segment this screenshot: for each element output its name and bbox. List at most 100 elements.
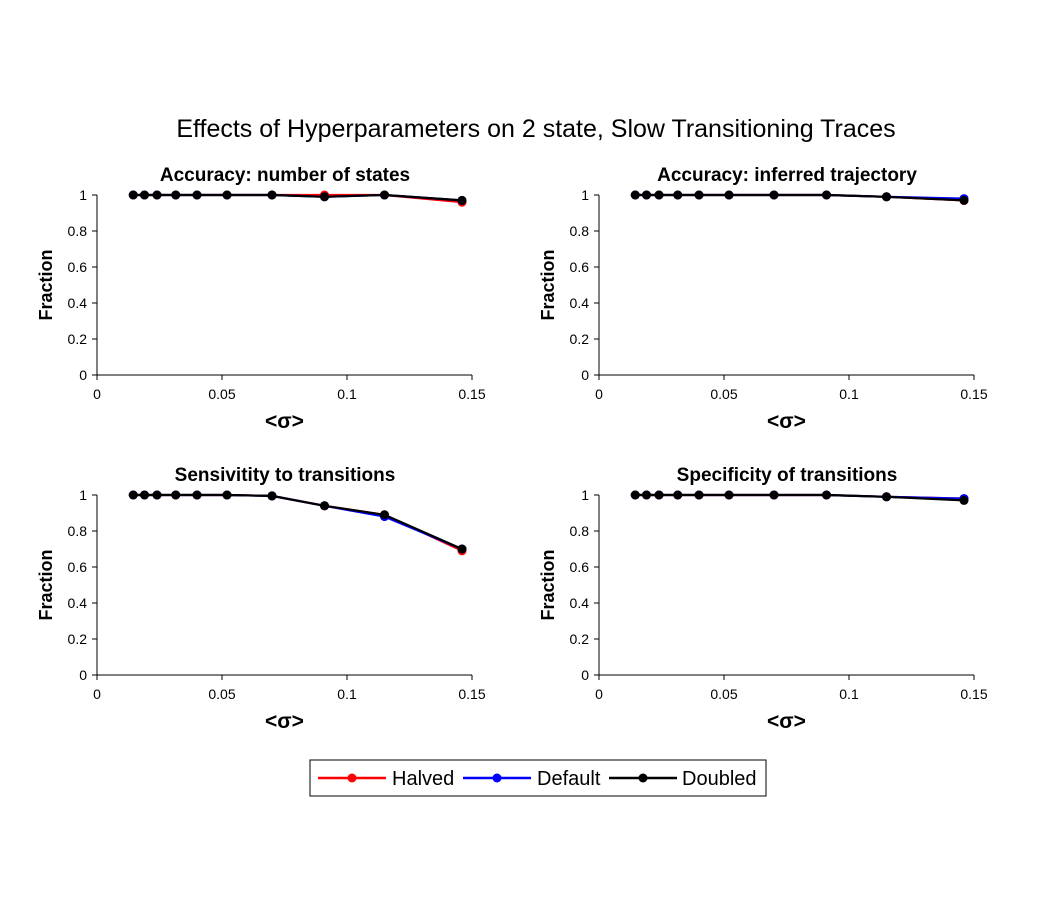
chart-panel-2: Accuracy: inferred trajectory 0 0.2 0.4 0.6 0… [538,165,988,433]
y-axis-label: Fraction [36,249,56,320]
data-point-doubled [380,510,389,520]
x-axis-label: <σ> [265,710,304,733]
data-point-doubled [222,190,232,200]
data-point-doubled [320,192,329,202]
x-tick-label: 0 [93,386,101,402]
x-tick-label: 0.05 [208,386,235,402]
data-point-doubled [457,544,467,554]
legend-label-halved: Halved [392,768,454,790]
data-point-doubled [457,195,467,205]
y-tick-label: 1 [79,187,87,203]
data-point-doubled [192,490,202,500]
y-axis-label: Fraction [538,549,558,620]
series-line-default [133,493,463,551]
data-point-doubled [959,195,969,205]
legend: Halved Default Doubled [309,759,767,797]
data-point-doubled [642,490,651,500]
y-axis-label: Fraction [538,249,558,320]
x-tick-label: 0.05 [208,686,235,702]
figure-title: Effects of Hyperparameters on 2 state, S… [176,115,895,143]
chart-panel-1: Accuracy: number of states 0 0.2 0.4 0.6 0.8 1… [36,165,486,433]
y-tick-label: 0 [79,667,87,683]
chart-panel-3: Sensivitity to transitions 0 0.2 0.4 0.6 0.8 1… [36,465,486,733]
y-tick-label: 0.4 [570,595,590,611]
y-tick-label: 0.6 [570,559,590,575]
series-line-doubled [635,193,965,202]
data-point-doubled [171,490,181,500]
data-point-doubled [267,491,277,501]
y-tick-label: 0.6 [68,259,88,275]
data-point-doubled [654,190,664,200]
data-point-doubled [769,190,779,200]
x-axis-label: <σ> [265,410,304,433]
legend-marker-default [492,773,502,783]
series-line-halved [133,493,463,552]
x-tick-label: 0.1 [839,386,859,402]
x-tick-label: 0 [93,686,101,702]
data-point-doubled [152,190,162,200]
y-tick-label: 1 [79,487,87,503]
x-tick-label: 0 [595,386,603,402]
data-point-doubled [724,490,734,500]
legend-entry-doubled: Doubled [609,768,757,790]
y-tick-label: 0.4 [68,295,88,311]
y-tick-label: 0.2 [68,331,88,347]
panel-title: Accuracy: number of states [160,165,410,186]
y-tick-label: 0.6 [68,559,88,575]
data-point-doubled [192,190,202,200]
data-point-doubled [152,490,162,500]
y-tick-label: 0 [79,367,87,383]
data-point-doubled [630,490,640,500]
y-tick-label: 0.2 [68,631,88,647]
x-tick-label: 0.1 [337,686,357,702]
data-point-doubled [642,190,651,200]
legend-marker-doubled [638,773,648,783]
data-point-doubled [694,190,704,200]
series-line-doubled [133,493,463,551]
data-point-doubled [320,501,329,511]
data-point-doubled [673,190,683,200]
x-tick-label: 0.05 [710,386,737,402]
chart-panels: Accuracy: number of states 0 0.2 0.4 0.6 0.8 1… [36,165,988,733]
data-point-doubled [769,490,779,500]
x-tick-label: 0.15 [458,686,485,702]
x-tick-label: 0.15 [458,386,485,402]
data-point-doubled [694,490,704,500]
data-point-doubled [128,490,138,500]
series-line-doubled [133,193,463,202]
x-axis-label: <σ> [767,710,806,733]
y-tick-label: 0.6 [570,259,590,275]
data-point-doubled [724,190,734,200]
x-axis-label: <σ> [767,410,806,433]
data-point-doubled [171,190,181,200]
legend-label-doubled: Doubled [682,768,757,790]
x-tick-label: 0.05 [710,686,737,702]
series-doubled [128,490,467,554]
legend-entry-default: Default [463,768,601,790]
data-point-doubled [380,190,389,200]
data-point-doubled [128,190,138,200]
legend-label-default: Default [537,768,601,790]
data-point-doubled [630,190,640,200]
data-point-doubled [882,192,891,202]
y-tick-label: 0.2 [570,631,590,647]
y-tick-label: 1 [581,487,589,503]
y-tick-label: 1 [581,187,589,203]
data-point-doubled [140,190,149,200]
data-point-doubled [654,490,664,500]
panel-title: Specificity of transitions [677,465,898,486]
series-doubled [630,190,969,205]
data-point-doubled [267,190,277,200]
data-point-doubled [140,490,149,500]
data-point-doubled [222,490,232,500]
data-point-doubled [822,190,831,200]
y-tick-label: 0.8 [68,223,88,239]
x-tick-label: 0.15 [960,386,987,402]
y-tick-label: 0.8 [570,523,590,539]
data-point-doubled [959,495,969,505]
y-tick-label: 0.8 [570,223,590,239]
series-doubled [128,190,467,205]
legend-marker-halved [347,773,357,783]
y-axis-label: Fraction [36,549,56,620]
